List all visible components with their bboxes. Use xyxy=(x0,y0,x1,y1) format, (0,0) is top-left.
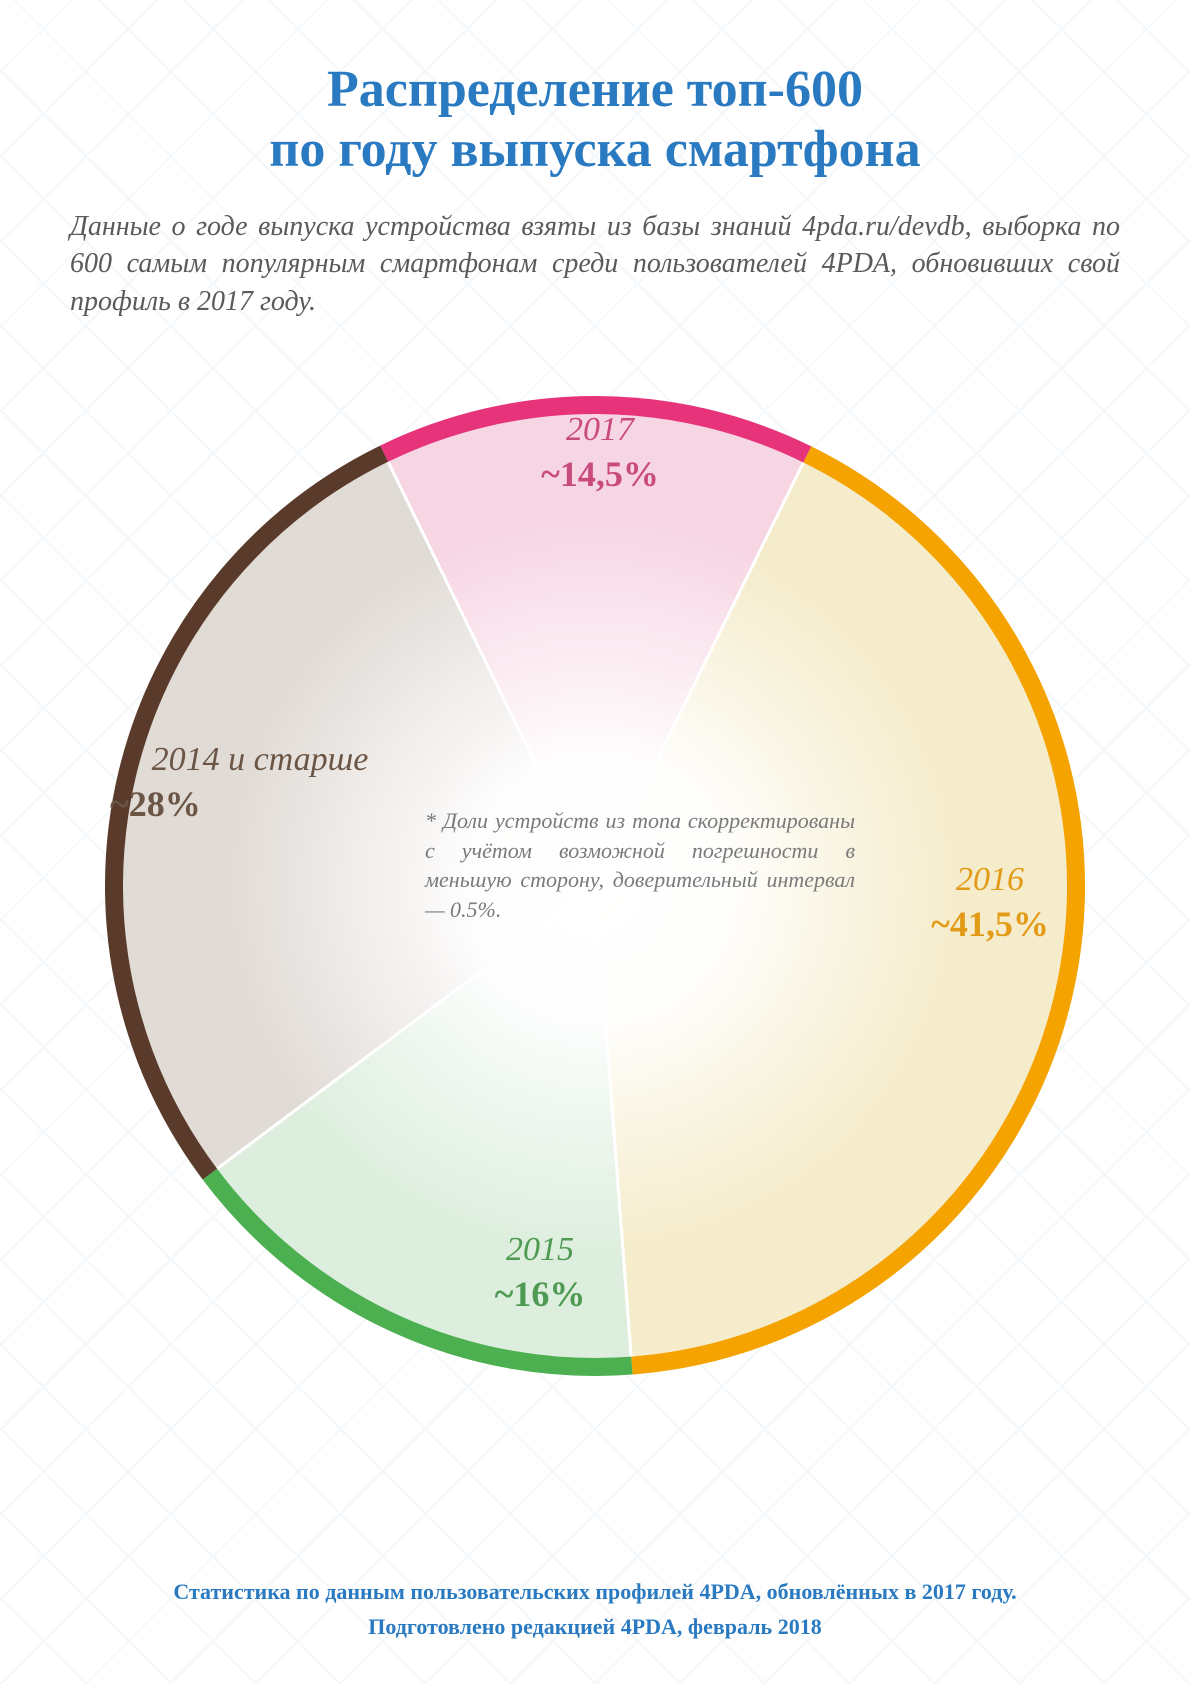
slice-pct-2017: ~14,5% xyxy=(510,453,690,495)
pie-chart: 2017 ~14,5% 2016 ~41,5% 2015 ~16% 2014 и… xyxy=(70,361,1120,1411)
page-title: Распределение топ-600 по году выпуска см… xyxy=(70,60,1120,180)
content: Распределение топ-600 по году выпуска см… xyxy=(0,0,1190,1451)
footer-line-2: Подготовлено редакцией 4PDA, февраль 201… xyxy=(0,1609,1190,1644)
slice-label-2017: 2017 ~14,5% xyxy=(510,411,690,495)
title-line-1: Распределение топ-600 xyxy=(327,61,863,118)
slice-year-2015: 2015 xyxy=(450,1231,630,1269)
title-line-2: по году выпуска смартфона xyxy=(269,121,920,178)
slice-label-2015: 2015 ~16% xyxy=(450,1231,630,1315)
slice-label-2016: 2016 ~41,5% xyxy=(900,861,1080,945)
slice-year-2014: 2014 и старше xyxy=(152,741,369,778)
subtitle: Данные о годе выпуска устройства взяты и… xyxy=(70,208,1120,321)
slice-pct-2016: ~41,5% xyxy=(900,903,1080,945)
footer: Статистика по данным пользовательских пр… xyxy=(0,1574,1190,1644)
slice-year-2016: 2016 xyxy=(900,861,1080,899)
slice-pct-2015: ~16% xyxy=(450,1273,630,1315)
footer-line-1: Статистика по данным пользовательских пр… xyxy=(0,1574,1190,1609)
slice-label-2014: 2014 и старше ~28% xyxy=(110,741,410,825)
slice-year-2017: 2017 xyxy=(510,411,690,449)
slice-pct-2014: ~28% xyxy=(110,783,410,825)
center-note: * Доли устройств из топа скорректированы… xyxy=(425,806,855,925)
